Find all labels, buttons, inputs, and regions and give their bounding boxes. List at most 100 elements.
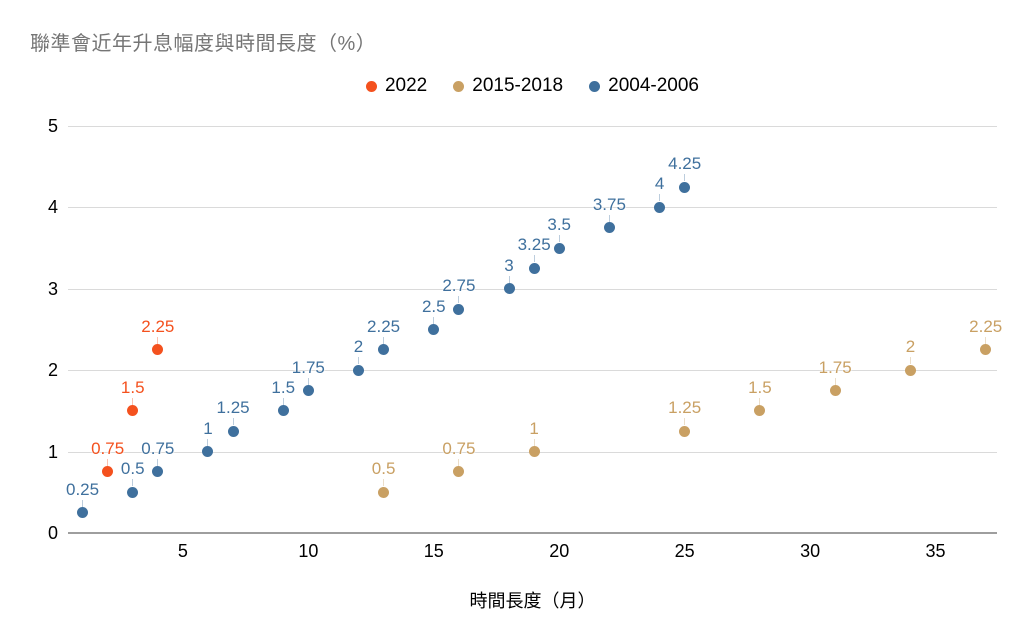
data-point[interactable] bbox=[152, 344, 164, 356]
data-point[interactable] bbox=[904, 364, 916, 376]
y-tick-label: 0 bbox=[47, 523, 58, 543]
legend-label: 2004-2006 bbox=[608, 75, 700, 96]
legend-item-2022[interactable]: 2022 bbox=[365, 75, 428, 97]
legend-item-2004-2006[interactable]: 2004-2006 bbox=[589, 75, 699, 97]
data-point-label: 2.25 bbox=[969, 316, 1003, 336]
chart-title: 聯準會近年升息幅度與時間長度（%） bbox=[30, 33, 377, 55]
gridline bbox=[68, 126, 997, 127]
data-point-label: 2.75 bbox=[442, 276, 476, 296]
leader-line bbox=[107, 458, 109, 466]
leader-line bbox=[458, 458, 460, 466]
data-point[interactable] bbox=[378, 344, 390, 356]
data-point[interactable] bbox=[152, 466, 164, 478]
data-point-label: 0.25 bbox=[66, 479, 100, 499]
data-point[interactable] bbox=[227, 425, 239, 437]
y-tick-label: 5 bbox=[47, 116, 58, 136]
leader-line bbox=[985, 336, 987, 344]
data-point[interactable] bbox=[428, 324, 440, 335]
data-point[interactable] bbox=[654, 201, 666, 213]
data-point[interactable] bbox=[127, 405, 139, 417]
leader-line bbox=[608, 214, 610, 222]
legend-swatch-icon bbox=[365, 80, 377, 92]
leader-line bbox=[132, 479, 134, 487]
data-point-label: 3 bbox=[504, 255, 514, 275]
legend-swatch-icon bbox=[589, 80, 601, 92]
data-point-label: 3.75 bbox=[592, 194, 626, 214]
data-point[interactable] bbox=[503, 283, 515, 295]
leader-line bbox=[458, 296, 460, 304]
legend-swatch-icon bbox=[453, 80, 465, 92]
data-point[interactable] bbox=[528, 262, 540, 274]
leader-line bbox=[433, 316, 435, 324]
leader-line bbox=[307, 377, 309, 385]
data-point-label: 0.75 bbox=[91, 438, 125, 458]
leader-line bbox=[909, 357, 911, 365]
data-point[interactable] bbox=[353, 364, 365, 376]
y-tick-label: 3 bbox=[47, 278, 58, 299]
data-point[interactable] bbox=[528, 446, 540, 458]
leader-line bbox=[232, 418, 234, 426]
data-point-label: 1 bbox=[529, 418, 539, 438]
leader-line bbox=[358, 357, 360, 365]
leader-line bbox=[684, 174, 686, 182]
data-point[interactable] bbox=[553, 242, 565, 254]
leader-line bbox=[282, 397, 284, 405]
leader-line bbox=[132, 397, 134, 405]
x-axis-baseline bbox=[68, 532, 997, 534]
data-point[interactable] bbox=[679, 425, 691, 437]
legend-label: 2015-2018 bbox=[472, 75, 564, 96]
gridline bbox=[68, 288, 997, 290]
leader-line bbox=[508, 275, 510, 283]
data-point-label: 2.5 bbox=[421, 296, 446, 316]
data-point[interactable] bbox=[829, 385, 841, 397]
x-tick-label: 5 bbox=[177, 541, 188, 561]
data-point-label: 1.5 bbox=[748, 377, 772, 397]
data-point-label: 1.25 bbox=[668, 398, 702, 418]
data-point[interactable] bbox=[980, 344, 992, 356]
data-point[interactable] bbox=[102, 466, 114, 478]
y-tick-label: 4 bbox=[47, 197, 58, 218]
data-point-label: 2.25 bbox=[367, 316, 401, 336]
data-point-label: 0.5 bbox=[120, 459, 145, 479]
y-tick-label: 2 bbox=[47, 360, 58, 381]
data-point[interactable] bbox=[378, 486, 390, 498]
data-point[interactable] bbox=[277, 405, 289, 417]
data-point[interactable] bbox=[202, 446, 214, 458]
legend-item-2015-2018[interactable]: 2015-2018 bbox=[453, 75, 563, 97]
data-point-label: 2.25 bbox=[141, 316, 175, 336]
y-tick-label: 1 bbox=[47, 441, 58, 462]
data-point-label: 2 bbox=[905, 337, 916, 357]
data-point-label: 2 bbox=[353, 337, 364, 357]
leader-line bbox=[684, 418, 686, 426]
data-point[interactable] bbox=[603, 222, 615, 234]
data-point[interactable] bbox=[77, 507, 89, 519]
leader-line bbox=[834, 377, 836, 385]
leader-line bbox=[659, 194, 661, 202]
data-point-label: 1.75 bbox=[818, 357, 852, 377]
leader-line bbox=[383, 479, 385, 487]
data-point[interactable] bbox=[754, 405, 766, 417]
leader-line bbox=[157, 336, 159, 344]
data-point-label: 4 bbox=[654, 174, 665, 194]
x-axis-title: 時間長度（月） bbox=[469, 591, 596, 611]
data-point[interactable] bbox=[127, 486, 139, 498]
x-tick-label: 15 bbox=[423, 541, 444, 561]
gridline bbox=[68, 370, 997, 372]
leader-line bbox=[533, 438, 535, 446]
leader-line bbox=[207, 438, 209, 446]
data-point[interactable] bbox=[302, 385, 314, 397]
data-point-label: 1.75 bbox=[291, 357, 325, 377]
data-point-label: 3.5 bbox=[547, 215, 572, 235]
data-point[interactable] bbox=[453, 303, 465, 315]
leader-line bbox=[157, 458, 159, 466]
data-point[interactable] bbox=[679, 181, 691, 193]
legend-label: 2022 bbox=[384, 75, 428, 96]
data-point-label: 1.5 bbox=[120, 377, 145, 397]
data-point-label: 4.25 bbox=[668, 154, 702, 174]
data-point-label: 1 bbox=[203, 418, 213, 438]
leader-line bbox=[759, 397, 761, 405]
data-point[interactable] bbox=[453, 466, 465, 478]
leader-line bbox=[533, 255, 535, 263]
